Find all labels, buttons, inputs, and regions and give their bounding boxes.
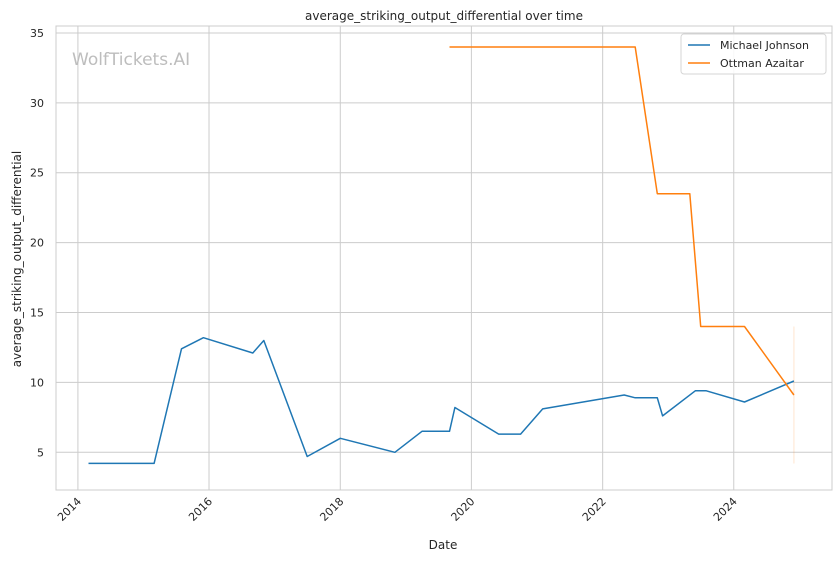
- y-tick-label: 5: [37, 446, 44, 459]
- watermark: WolfTickets.AI: [72, 50, 190, 70]
- grid: [56, 26, 832, 490]
- legend: Michael Johnson Ottman Azaitar: [680, 33, 827, 75]
- series-layer: [88, 46, 795, 465]
- y-tick-label: 20: [30, 237, 44, 250]
- series-line-2: [449, 46, 795, 396]
- y-tick-label: 30: [30, 97, 44, 110]
- legend-label: Michael Johnson: [720, 39, 809, 52]
- y-tick-label: 10: [30, 376, 44, 389]
- chart-title: average_striking_output_differential ove…: [305, 9, 583, 23]
- plot-frame: [55, 25, 833, 491]
- series-line-1: [88, 336, 795, 465]
- y-tick-label: 25: [30, 167, 44, 180]
- legend-box: [680, 33, 827, 75]
- y-axis-label: average_striking_output_differential: [10, 151, 24, 367]
- y-tick-label: 15: [30, 307, 44, 320]
- legend-label: Ottman Azaitar: [720, 57, 804, 70]
- x-axis-label: Date: [429, 538, 458, 552]
- y-tick-label: 35: [30, 27, 44, 40]
